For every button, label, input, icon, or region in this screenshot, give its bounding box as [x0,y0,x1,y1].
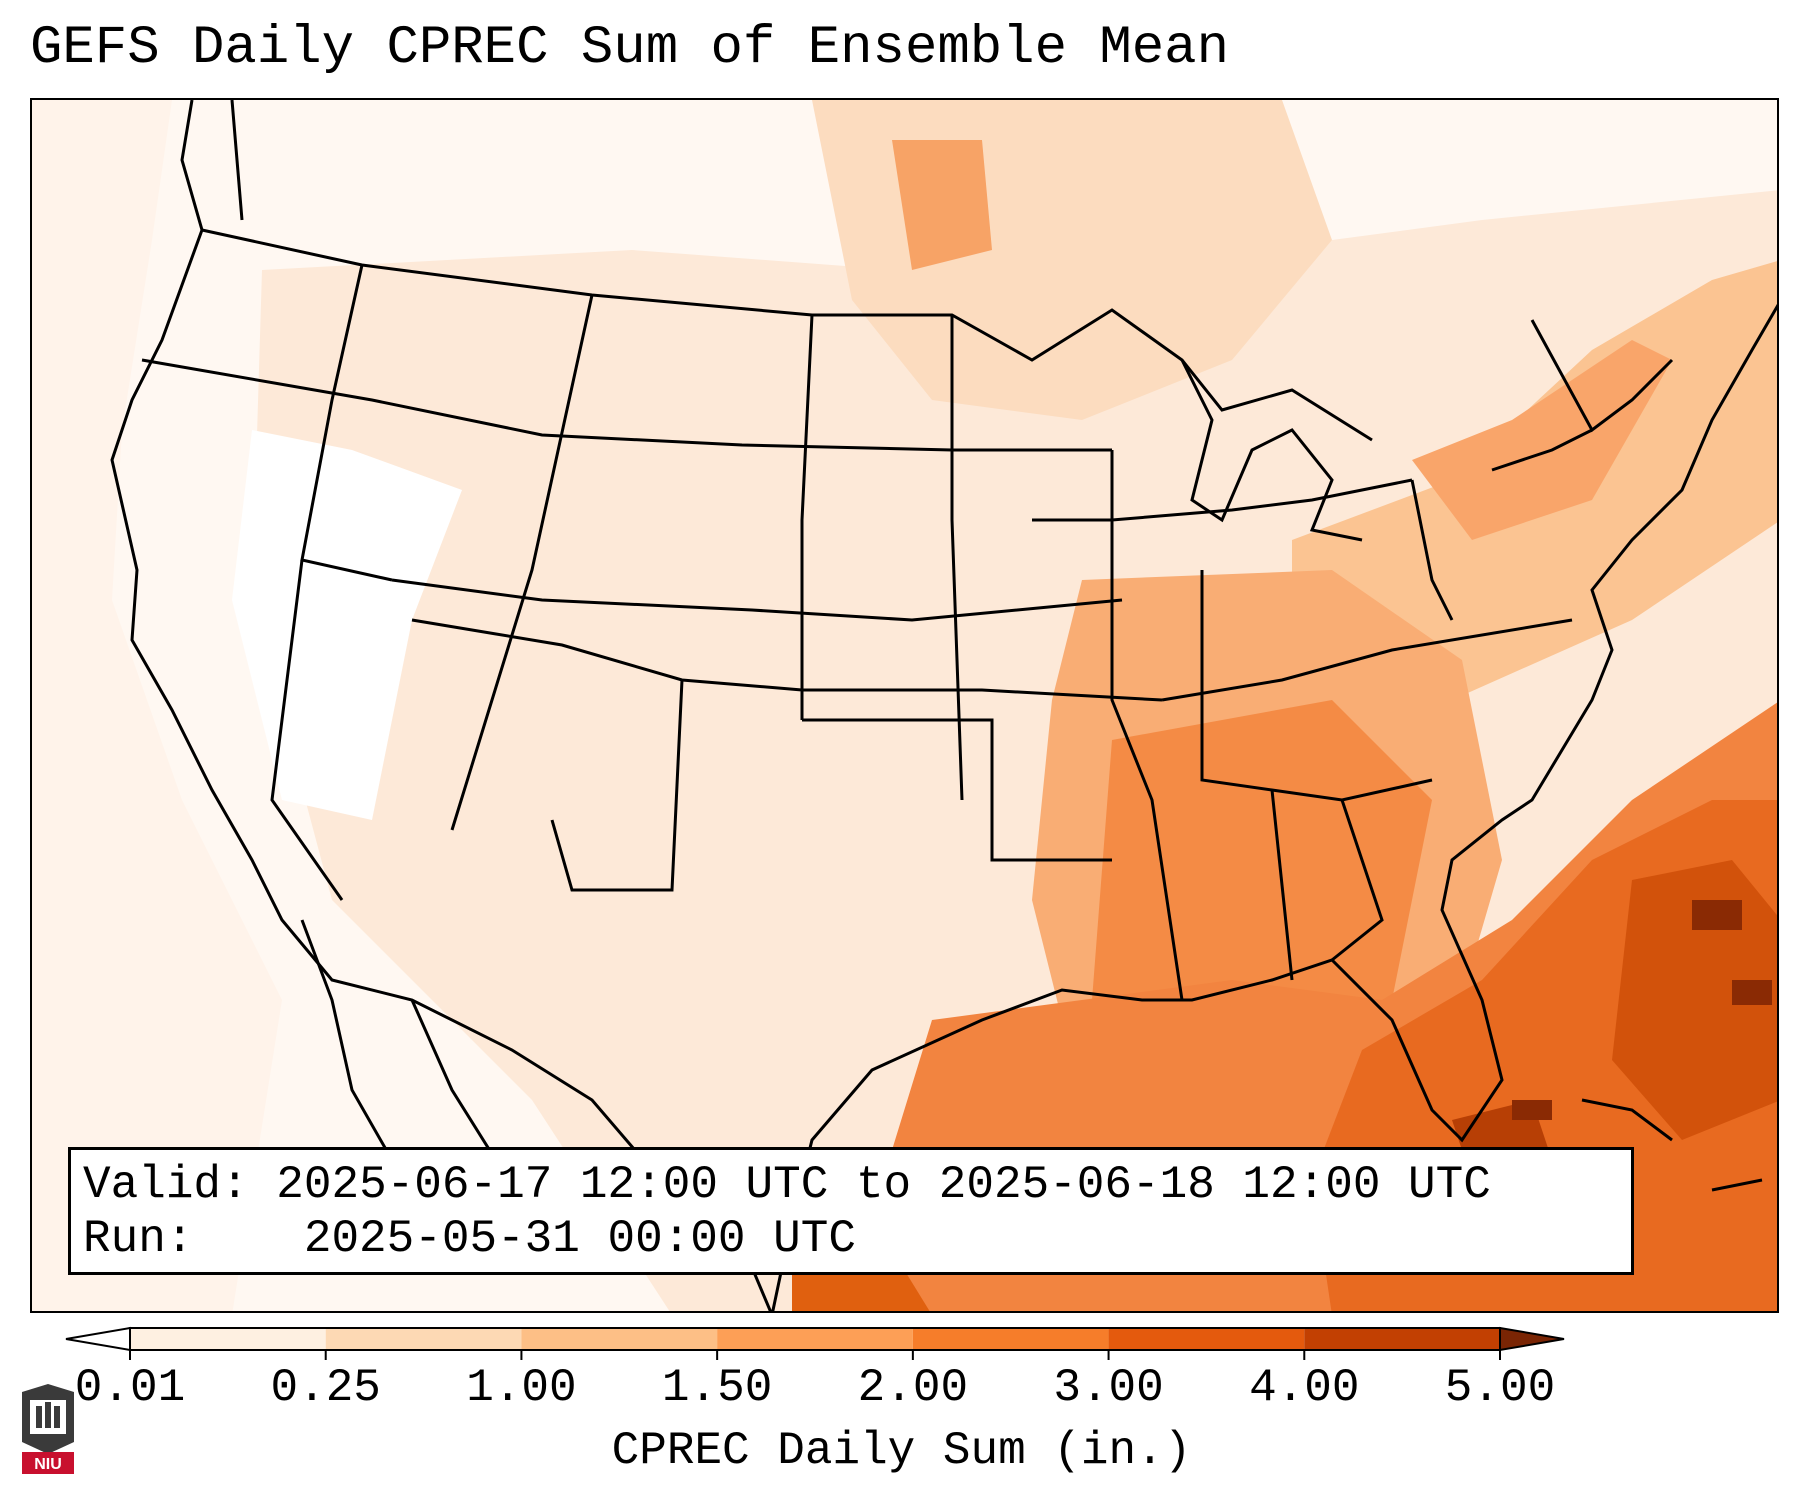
colorbar-tick-label: 1.00 [466,1362,577,1414]
colorbar-segments [65,1326,1565,1360]
valid-value: 2025-06-17 12:00 UTC to 2025-06-18 12:00… [276,1159,1491,1211]
colorbar-segment [325,1328,522,1350]
colorbar-tick-label: 3.00 [1053,1362,1164,1414]
boundaries [110,100,1777,1311]
colorbar [65,1326,1565,1360]
niu-logo: NIU [22,1384,74,1474]
colorbar-tick-label: 0.01 [74,1362,186,1414]
colorbar-segment [130,1328,326,1350]
colorbar-over-triangle [1499,1326,1565,1352]
run-label: Run: [83,1213,194,1265]
colorbar-segment [1108,1328,1305,1350]
svg-text:NIU: NIU [34,1456,62,1473]
colorbar-tick-label: 5.00 [1444,1362,1556,1414]
precip-map [30,98,1779,1313]
colorbar-under-triangle [65,1326,131,1352]
colorbar-tick-label: 2.00 [857,1362,969,1414]
map-title: GEFS Daily CPREC Sum of Ensemble Mean [30,18,1229,79]
colorbar-segment [717,1328,913,1350]
colorbar-tick-label: 1.50 [661,1362,773,1414]
run-value: 2025-05-31 00:00 UTC [303,1213,856,1265]
valid-run-info-box: Valid: 2025-06-17 12:00 UTC to 2025-06-1… [68,1147,1634,1275]
colorbar-outline [129,1327,1501,1351]
colorbar-tick-label: 4.00 [1249,1362,1360,1414]
precip-map-canvas [32,100,1777,1311]
valid-label: Valid: [83,1159,249,1211]
colorbar-segment [521,1328,718,1350]
colorbar-label: CPREC Daily Sum (in.) [611,1425,1192,1477]
colorbar-segment [912,1328,1109,1350]
colorbar-tick-label: 0.25 [270,1362,381,1414]
colorbar-segment [1304,1328,1500,1350]
